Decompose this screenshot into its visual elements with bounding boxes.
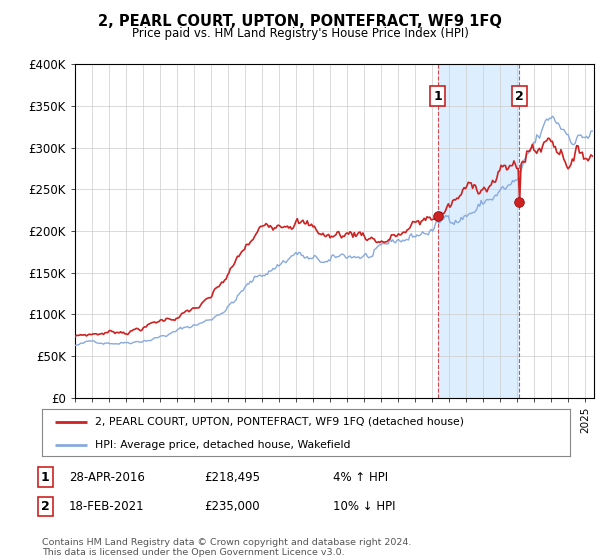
Text: 4% ↑ HPI: 4% ↑ HPI <box>333 470 388 484</box>
Text: 10% ↓ HPI: 10% ↓ HPI <box>333 500 395 514</box>
Text: £218,495: £218,495 <box>204 470 260 484</box>
Text: 1: 1 <box>41 470 49 484</box>
Text: HPI: Average price, detached house, Wakefield: HPI: Average price, detached house, Wake… <box>95 440 350 450</box>
Text: 2, PEARL COURT, UPTON, PONTEFRACT, WF9 1FQ (detached house): 2, PEARL COURT, UPTON, PONTEFRACT, WF9 1… <box>95 417 464 427</box>
Text: Price paid vs. HM Land Registry's House Price Index (HPI): Price paid vs. HM Land Registry's House … <box>131 27 469 40</box>
Text: 2: 2 <box>515 90 524 102</box>
Bar <box>438 64 520 398</box>
Text: 2: 2 <box>41 500 49 514</box>
Text: Contains HM Land Registry data © Crown copyright and database right 2024.
This d: Contains HM Land Registry data © Crown c… <box>42 538 412 557</box>
Text: 28-APR-2016: 28-APR-2016 <box>69 470 145 484</box>
Text: 1: 1 <box>434 90 442 102</box>
Text: 18-FEB-2021: 18-FEB-2021 <box>69 500 145 514</box>
Text: 2, PEARL COURT, UPTON, PONTEFRACT, WF9 1FQ: 2, PEARL COURT, UPTON, PONTEFRACT, WF9 1… <box>98 14 502 29</box>
Text: £235,000: £235,000 <box>204 500 260 514</box>
